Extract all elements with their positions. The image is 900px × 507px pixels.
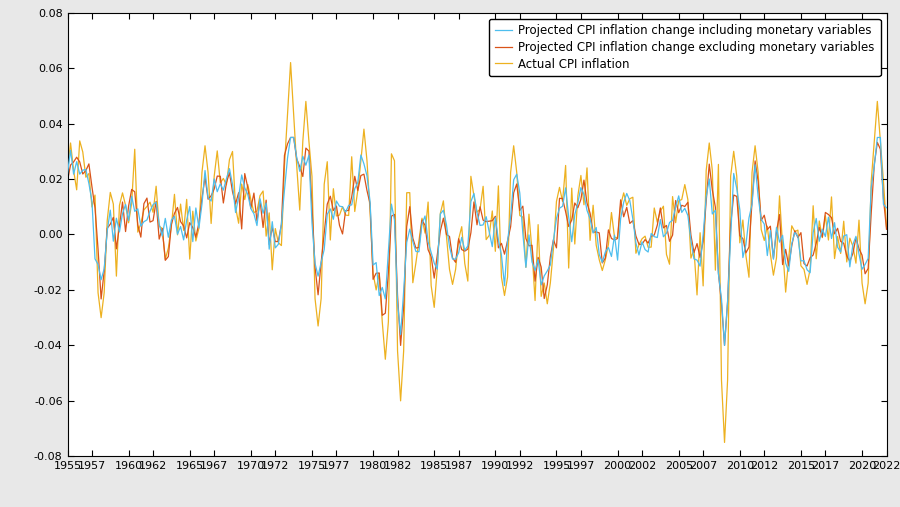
Projected CPI inflation change excluding monetary variables <box>395 342 406 348</box>
Projected CPI inflation change including monetary variables <box>62 171 73 177</box>
Projected CPI inflation change excluding monetary variables <box>126 187 137 193</box>
Actual CPI inflation <box>594 257 605 263</box>
Line: Projected CPI inflation change excluding monetary variables: Projected CPI inflation change excluding… <box>68 137 886 345</box>
Actual CPI inflation <box>719 440 730 446</box>
Projected CPI inflation change including monetary variables <box>881 205 892 211</box>
Projected CPI inflation change excluding monetary variables <box>62 178 73 184</box>
Projected CPI inflation change excluding monetary variables <box>557 196 568 202</box>
Actual CPI inflation <box>554 185 565 191</box>
Actual CPI inflation <box>62 167 73 173</box>
Actual CPI inflation <box>285 59 296 65</box>
Projected CPI inflation change excluding monetary variables <box>285 134 296 140</box>
Projected CPI inflation change including monetary variables <box>166 217 176 223</box>
Projected CPI inflation change including monetary variables <box>594 251 605 258</box>
Actual CPI inflation <box>126 200 137 206</box>
Actual CPI inflation <box>105 190 116 196</box>
Projected CPI inflation change including monetary variables <box>126 193 137 199</box>
Projected CPI inflation change including monetary variables <box>285 134 296 140</box>
Projected CPI inflation change including monetary variables <box>105 207 116 213</box>
Projected CPI inflation change including monetary variables <box>554 205 565 211</box>
Projected CPI inflation change excluding monetary variables <box>362 188 373 194</box>
Line: Actual CPI inflation: Actual CPI inflation <box>68 62 886 443</box>
Projected CPI inflation change excluding monetary variables <box>881 226 892 232</box>
Projected CPI inflation change excluding monetary variables <box>597 260 608 266</box>
Projected CPI inflation change including monetary variables <box>362 173 373 179</box>
Line: Projected CPI inflation change including monetary variables: Projected CPI inflation change including… <box>68 137 886 345</box>
Projected CPI inflation change excluding monetary variables <box>105 221 116 227</box>
Legend: Projected CPI inflation change including monetary variables, Projected CPI infla: Projected CPI inflation change including… <box>489 19 880 77</box>
Actual CPI inflation <box>881 224 892 230</box>
Projected CPI inflation change excluding monetary variables <box>166 221 176 227</box>
Projected CPI inflation change including monetary variables <box>719 342 730 348</box>
Actual CPI inflation <box>166 223 176 229</box>
Actual CPI inflation <box>362 158 373 164</box>
